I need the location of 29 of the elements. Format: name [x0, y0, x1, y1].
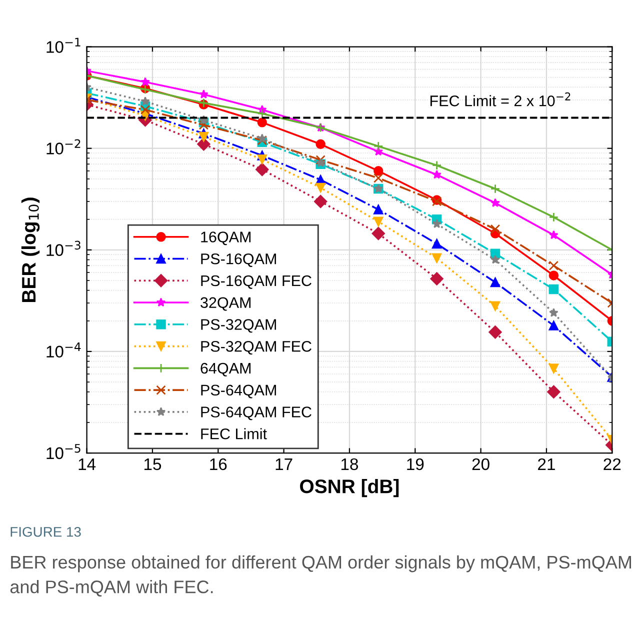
x-tick-label: 17: [276, 458, 292, 470]
x-tick-label: 16: [210, 458, 227, 470]
x-tick-label: 15: [144, 458, 162, 470]
y-axis-title: BER (log$_{10}$): [21, 198, 40, 302]
legend-label: FEC Limit: [201, 428, 267, 440]
x-tick-label: 14: [78, 458, 96, 470]
legend-label: 16QAM: [201, 232, 251, 246]
legend-label: PS-64QAM: [201, 384, 276, 398]
x-tick-label: 22: [604, 458, 621, 470]
legend-label: PS-16QAM: [201, 253, 276, 267]
x-tick-label: 21: [538, 458, 555, 470]
legend-label: 32QAM: [200, 297, 251, 311]
x-axis-title: OSNR [dB]: [300, 478, 399, 498]
y-tick-label: 10$^{−4}$: [46, 342, 81, 358]
legend-label: PS-32QAM: [201, 319, 276, 333]
y-tick-label: 10$^{−2}$: [46, 139, 80, 154]
y-tick-label: 10$^{−3}$: [46, 240, 80, 256]
legend-label: PS-64QAM FEC: [201, 406, 312, 420]
x-tick-label: 19: [407, 458, 424, 470]
legend-label: 64QAM: [200, 362, 251, 376]
x-tick-label: 20: [472, 458, 490, 470]
legend-label: PS-16QAM FEC: [201, 275, 312, 289]
annotation: FEC Limit = 2 x 10$^{−2}$: [430, 92, 570, 106]
text: BER response obtained for different QAM order signals by mQAM, PS-mQAM and PS-mQAM with FEC.: [10, 555, 631, 597]
y-tick-label: 10$^{−1}$: [46, 38, 80, 53]
x-tick-label: 18: [341, 458, 358, 470]
caption: FIGURE 13: [10, 526, 81, 537]
legend-label: PS-32QAM FEC: [201, 340, 312, 355]
y-tick-label: 10$^{−5}$: [46, 444, 80, 460]
